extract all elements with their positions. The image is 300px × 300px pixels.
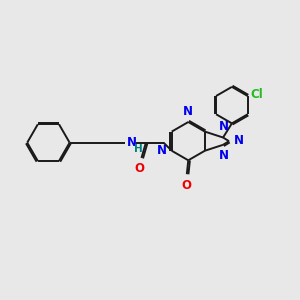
Text: N: N — [219, 149, 229, 162]
Text: H: H — [134, 143, 142, 154]
Text: O: O — [182, 178, 192, 192]
Text: N: N — [183, 105, 193, 118]
Text: N: N — [219, 120, 229, 134]
Text: N: N — [126, 136, 136, 148]
Text: N: N — [157, 144, 167, 157]
Text: O: O — [135, 162, 145, 175]
Text: Cl: Cl — [250, 88, 263, 101]
Text: N: N — [234, 134, 244, 147]
